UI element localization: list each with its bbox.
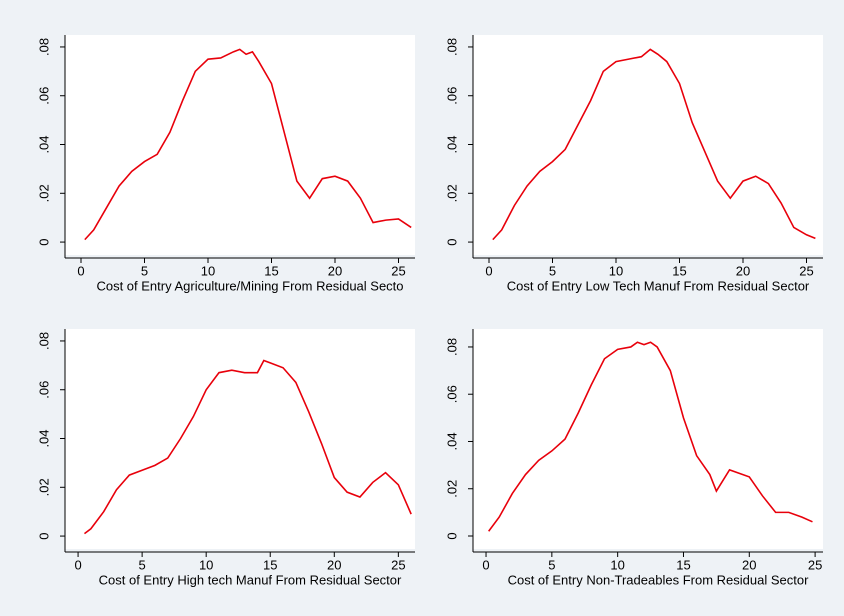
x-tick-label: 20	[742, 557, 756, 572]
y-tick-label: .04	[36, 429, 51, 447]
y-tick-label: 0	[444, 238, 459, 245]
x-tick-label: 10	[610, 557, 624, 572]
x-tick-label: 5	[141, 263, 148, 278]
x-tick-label: 5	[549, 263, 556, 278]
x-tick-label: 20	[736, 263, 750, 278]
x-axis-title: Cost of Entry Agriculture/Mining From Re…	[96, 278, 403, 293]
y-tick-label: .06	[444, 385, 459, 403]
y-tick-label: .06	[444, 87, 459, 105]
x-tick-label: 20	[328, 263, 342, 278]
x-tick-label: 0	[482, 557, 489, 572]
x-tick-label: 25	[391, 263, 405, 278]
y-tick-label: .04	[36, 135, 51, 153]
x-axis-title: Cost of Entry High tech Manuf From Resid…	[99, 572, 402, 587]
x-tick-label: 15	[264, 263, 278, 278]
y-tick-label: .06	[36, 381, 51, 399]
x-tick-label: 15	[676, 557, 690, 572]
x-tick-label: 5	[139, 557, 146, 572]
plot-area	[473, 35, 823, 255]
y-tick-label: .04	[444, 432, 459, 450]
y-tick-label: 0	[444, 532, 459, 539]
y-tick-label: .08	[36, 38, 51, 56]
x-tick-label: 0	[77, 263, 84, 278]
data-line	[488, 341, 813, 532]
x-tick-label: 10	[199, 557, 213, 572]
data-line	[83, 359, 412, 535]
y-tick-label: .02	[444, 480, 459, 498]
plot-area	[65, 35, 415, 255]
y-tick-label: .04	[444, 135, 459, 153]
x-axis-title: Cost of Entry Non-Tradeables From Residu…	[508, 572, 809, 587]
y-tick-label: .02	[36, 478, 51, 496]
x-tick-label: 25	[808, 557, 822, 572]
y-tick-label: .08	[444, 338, 459, 356]
x-tick-label: 15	[263, 557, 277, 572]
x-tick-label: 15	[672, 263, 686, 278]
y-tick-label: .02	[36, 184, 51, 202]
x-tick-label: 25	[391, 557, 405, 572]
y-tick-label: 0	[36, 238, 51, 245]
data-line	[492, 48, 816, 241]
x-tick-label: 0	[74, 557, 81, 572]
y-tick-label: .08	[36, 332, 51, 350]
x-axis-title: Cost of Entry Low Tech Manuf From Residu…	[507, 278, 810, 293]
plot-area	[473, 329, 823, 549]
y-tick-label: 0	[36, 532, 51, 539]
y-tick-label: .08	[444, 38, 459, 56]
x-tick-label: 25	[799, 263, 813, 278]
y-tick-label: .02	[444, 184, 459, 202]
data-line	[84, 48, 412, 241]
x-tick-label: 20	[327, 557, 341, 572]
y-tick-label: .06	[36, 87, 51, 105]
x-tick-label: 10	[201, 263, 215, 278]
plot-area	[65, 329, 415, 549]
x-tick-label: 5	[548, 557, 555, 572]
x-tick-label: 0	[485, 263, 492, 278]
x-tick-label: 10	[609, 263, 623, 278]
